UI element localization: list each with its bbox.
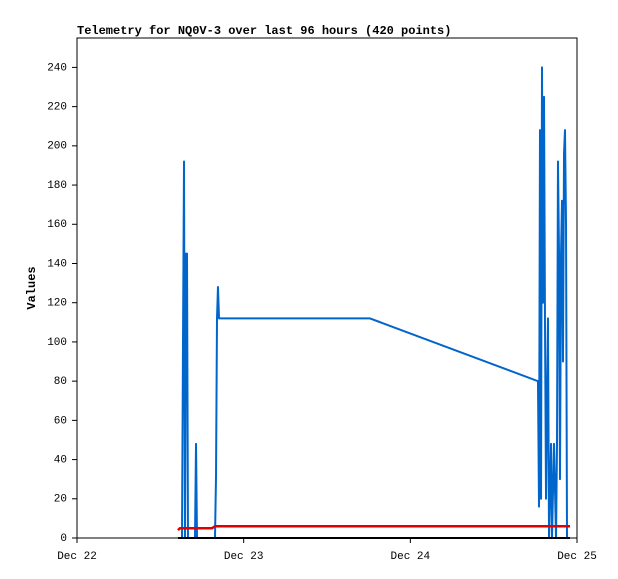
data-line xyxy=(181,66,568,539)
y-tick-label: 120 xyxy=(47,298,67,310)
y-tick-label: 40 xyxy=(54,454,67,466)
x-tick-label: Dec 25 xyxy=(557,551,597,563)
plot-frame xyxy=(76,37,578,539)
y-axis-label: Values xyxy=(25,266,39,309)
x-tick-label: Dec 23 xyxy=(224,551,264,563)
chart-title: Telemetry for NQ0V-3 over last 96 hours … xyxy=(77,24,451,38)
y-tick-label: 220 xyxy=(47,102,67,114)
y-tick-label: 0 xyxy=(60,533,67,545)
y-tick-label: 80 xyxy=(54,376,67,388)
y-tick-label: 240 xyxy=(47,62,67,74)
y-tick-label: 200 xyxy=(47,141,67,153)
y-tick-label: 140 xyxy=(47,258,67,270)
y-tick-label: 20 xyxy=(54,494,67,506)
data-line xyxy=(177,524,570,532)
y-tick-label: 160 xyxy=(47,219,67,231)
y-tick-label: 180 xyxy=(47,180,67,192)
y-tick-label: 100 xyxy=(47,337,67,349)
x-tick-label: Dec 22 xyxy=(57,551,97,563)
y-tick-label: 60 xyxy=(54,415,67,427)
x-tick-label: Dec 24 xyxy=(391,551,431,563)
